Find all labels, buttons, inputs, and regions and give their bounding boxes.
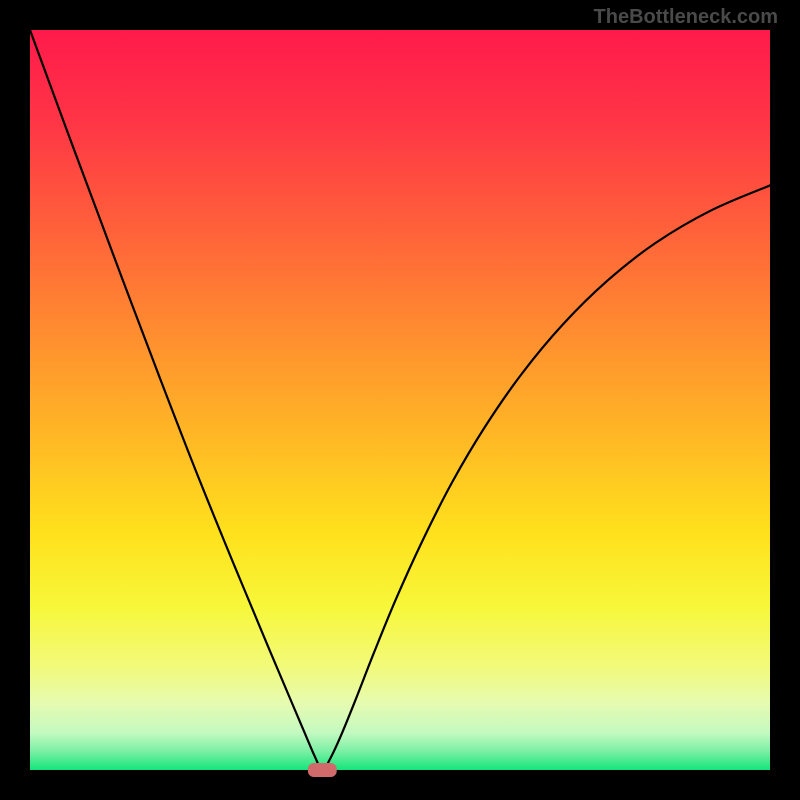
plot-area: [30, 30, 770, 770]
watermark-text: TheBottleneck.com: [594, 6, 778, 29]
minimum-marker: [308, 763, 337, 777]
figure-root: TheBottleneck.com: [0, 0, 800, 800]
chart-svg: [0, 0, 800, 800]
